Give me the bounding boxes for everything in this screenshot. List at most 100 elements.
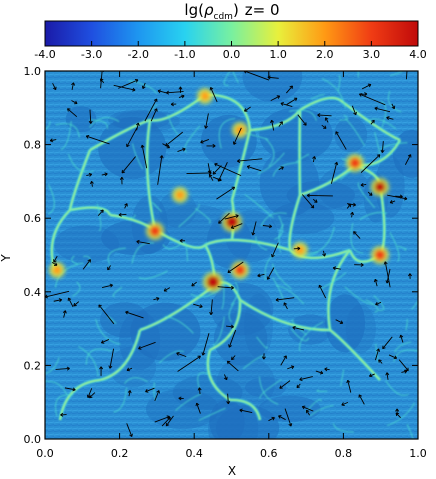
filament-core: [204, 239, 233, 246]
velocity-arrow: [350, 211, 355, 218]
velocity-arrow: [270, 119, 275, 131]
filament-thread: [60, 121, 72, 151]
velocity-arrow: [226, 360, 239, 372]
velocity-arrow: [71, 100, 78, 105]
velocity-arrow: [257, 273, 265, 278]
x-axis: 0.0 0.2 0.4 0.6 0.8 1.0: [36, 71, 427, 460]
velocity-arrow: [346, 379, 352, 393]
filament-thread: [274, 215, 284, 240]
velocity-arrow: [231, 355, 236, 361]
filament-thread: [264, 137, 275, 167]
velocity-arrow: [280, 102, 293, 107]
y-tick-label: 0.2: [24, 359, 42, 372]
velocity-arrow: [53, 255, 58, 263]
void: [100, 302, 149, 338]
filament-thread: [306, 226, 335, 257]
filament-core: [59, 379, 101, 421]
velocity-arrow: [178, 94, 185, 99]
void: [318, 167, 369, 211]
filament-thread: [344, 117, 366, 146]
filament-thread: [178, 203, 200, 228]
y-tick-label: 0.4: [24, 286, 42, 299]
velocity-arrow: [163, 287, 171, 292]
velocity-arrow: [126, 367, 133, 372]
velocity-arrow: [401, 369, 408, 374]
velocity-arrow: [296, 383, 301, 389]
filament-thread: [184, 125, 201, 153]
filament-thread: [387, 90, 402, 113]
colorbar-tick-label: 0.0: [223, 48, 241, 61]
density-peak: [234, 264, 246, 276]
filament-thread: [85, 348, 112, 365]
filament-thread: [45, 120, 51, 131]
velocity-arrow: [279, 380, 291, 389]
filament-thread: [54, 394, 74, 417]
density-peaks: [49, 88, 389, 292]
velocity-arrow: [246, 165, 262, 172]
filament-thread: [128, 80, 158, 95]
density-peak: [175, 190, 185, 200]
x-tick-label: 0.8: [335, 447, 353, 460]
velocity-arrow: [157, 89, 168, 94]
velocity-arrow: [315, 370, 324, 375]
filament-thread: [228, 302, 235, 323]
filament-thread: [393, 341, 412, 354]
velocity-arrow: [224, 214, 239, 220]
filament-thread: [138, 270, 168, 280]
velocity-arrow: [176, 352, 187, 358]
filament-thread: [309, 404, 334, 417]
density-peak: [52, 265, 62, 275]
velocity-arrow: [278, 121, 283, 127]
filament-thread: [113, 387, 128, 413]
velocity-arrow: [100, 339, 110, 344]
x-tick-label: 0.0: [36, 447, 54, 460]
velocity-arrow: [177, 147, 186, 152]
velocity-arrow: [209, 87, 218, 103]
filament-core: [299, 97, 341, 111]
filament-thread: [316, 389, 328, 393]
filament-thread: [389, 232, 400, 262]
velocity-arrow: [374, 348, 381, 361]
filament-thread: [167, 114, 179, 135]
velocity-arrow: [268, 416, 275, 422]
filament-thread: [197, 372, 209, 389]
velocity-arrow: [86, 172, 93, 177]
velocity-arrow: [387, 194, 408, 201]
velocity-arrow: [335, 131, 347, 150]
void: [245, 377, 287, 398]
filament-thread: [182, 241, 189, 261]
velocity-arrow: [391, 103, 396, 110]
velocity-arrow: [367, 191, 373, 196]
velocity-arrow: [341, 401, 349, 406]
velocity-arrow: [408, 273, 412, 279]
velocity-arrow: [226, 393, 231, 405]
filament-thread: [289, 109, 317, 121]
velocity-arrow: [346, 203, 352, 209]
filament-thread: [131, 143, 144, 170]
velocity-arrow: [347, 202, 356, 207]
y-tick-label: 0.0: [24, 433, 42, 446]
filament-thread: [385, 380, 409, 396]
filament-thread: [88, 119, 109, 130]
filament-thread: [406, 423, 414, 439]
velocity-arrow: [179, 238, 186, 243]
velocity-arrow: [214, 162, 242, 177]
velocity-arrow: [226, 324, 234, 329]
density-peak: [374, 249, 386, 261]
void: [215, 405, 280, 439]
velocity-arrow: [375, 301, 382, 306]
filament-thread: [298, 321, 324, 352]
filament-thread: [357, 182, 376, 209]
velocity-arrow: [209, 299, 214, 316]
filament-thread: [337, 75, 341, 91]
velocity-arrow: [178, 396, 184, 401]
velocity-arrow: [212, 176, 222, 182]
velocity-arrow: [361, 92, 368, 97]
velocity-arrow: [73, 301, 80, 307]
velocity-arrow: [177, 355, 201, 372]
filament-thread: [365, 118, 397, 130]
void: [109, 346, 157, 388]
velocity-arrow: [285, 85, 293, 94]
velocity-arrow: [399, 334, 404, 343]
density-peak: [149, 225, 161, 237]
